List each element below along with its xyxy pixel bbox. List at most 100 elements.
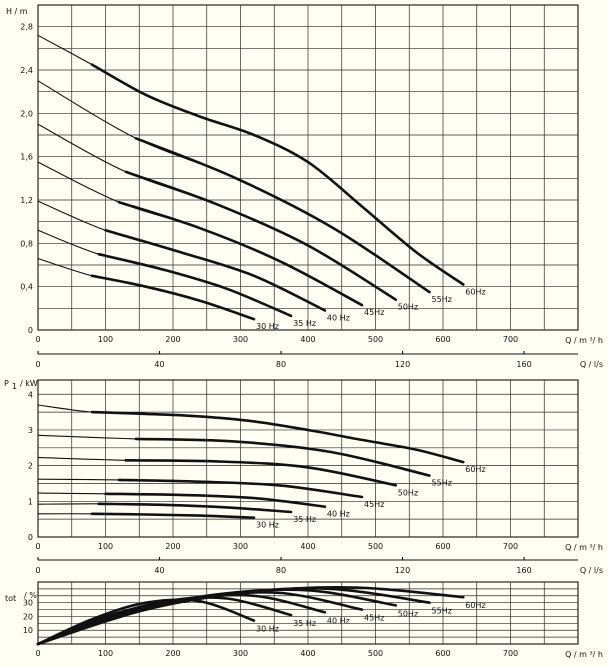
series-label: 60Hz	[465, 601, 485, 610]
x-tick-label: 300	[233, 542, 248, 551]
series-label: 35 Hz	[293, 515, 316, 524]
series-curve-40hz	[104, 229, 327, 312]
series-curve-55hz	[134, 137, 431, 294]
x-tick-label: 600	[435, 335, 450, 344]
series-label: 45Hz	[364, 614, 384, 623]
x-tick-label: 400	[300, 335, 315, 344]
y-tick-label: 4	[28, 390, 33, 399]
y-tick-label: 0	[28, 326, 33, 335]
y-axis-label: tot	[5, 594, 16, 603]
efficiency-curve-30hz	[36, 598, 256, 646]
series-label: 40 Hz	[327, 510, 350, 519]
x-tick-label: 0	[35, 542, 40, 551]
series-label: 55Hz	[432, 295, 452, 304]
y-tick-label: 1,2	[20, 196, 33, 205]
x-tick-label: 400	[300, 542, 315, 551]
series-curve-30hz	[90, 512, 256, 519]
x-tick-label: 200	[165, 542, 180, 551]
series-label: 60Hz	[465, 288, 485, 297]
y-tick-label: 30	[23, 599, 33, 608]
x-tick-label: 500	[368, 649, 383, 658]
x-tick-label: 700	[503, 649, 518, 658]
y-tick-label: 2,8	[20, 23, 33, 32]
y-tick-label: 2,4	[20, 66, 33, 75]
efficiency-curve-60hz	[36, 585, 465, 646]
x-tick-label: 600	[435, 542, 450, 551]
x-tick-label: 700	[503, 335, 518, 344]
chart-panel-3	[36, 581, 579, 646]
series-lead-45hz	[37, 161, 363, 306]
series-label: 55Hz	[432, 479, 452, 488]
x-tick-label: 100	[98, 649, 113, 658]
series-curve-35hz	[97, 502, 293, 514]
x-axis-label: Q / m ³/ h	[565, 650, 603, 659]
y-tick-label: 3	[28, 426, 33, 435]
x-axis-label: Q / m ³/ h	[565, 543, 603, 552]
y-tick-label: 10	[23, 626, 33, 635]
x-tick-label: 200	[165, 649, 180, 658]
secondary-x-tick-label: 0	[35, 360, 40, 369]
series-label: 55Hz	[432, 607, 452, 616]
y-tick-label: 0	[28, 533, 33, 542]
secondary-x-tick-label: 160	[516, 566, 531, 575]
x-tick-label: 300	[233, 649, 248, 658]
series-label: 30 Hz	[256, 521, 279, 530]
y-tick-label: 20	[23, 612, 33, 621]
y-tick-label: 0,4	[20, 283, 33, 292]
series-lead-40hz	[37, 200, 326, 312]
series-curve-40hz	[104, 492, 327, 508]
x-tick-label: 300	[233, 335, 248, 344]
series-lead-55hz	[37, 80, 431, 293]
x-tick-label: 500	[368, 542, 383, 551]
chart-panel-2	[37, 379, 579, 561]
series-label: 35 Hz	[293, 619, 316, 628]
x-tick-label: 0	[35, 335, 40, 344]
chart-panel-1	[37, 4, 579, 355]
series-curve-30hz	[90, 274, 256, 321]
y-tick-label: 1	[28, 497, 33, 506]
x-tick-label: 100	[98, 335, 113, 344]
series-label: 50Hz	[398, 303, 418, 312]
series-label: 50Hz	[398, 609, 418, 618]
series-label: 40 Hz	[327, 616, 350, 625]
series-curve-50hz	[124, 459, 398, 487]
series-label: 40 Hz	[327, 314, 350, 323]
series-lead-30hz	[37, 257, 255, 320]
series-label: 30 Hz	[256, 625, 279, 634]
series-curve-60hz	[90, 410, 465, 464]
series-label: 35 Hz	[293, 319, 316, 328]
secondary-x-tick-label: 0	[35, 566, 40, 575]
secondary-x-tick-label: 80	[276, 566, 286, 575]
secondary-x-axis-label: Q / l/s	[580, 360, 603, 369]
x-tick-label: 200	[165, 335, 180, 344]
secondary-x-tick-label: 120	[395, 360, 410, 369]
x-tick-label: 600	[435, 649, 450, 658]
y-axis-label-unit: / %	[24, 591, 37, 600]
y-tick-label: 2	[28, 462, 33, 471]
secondary-x-tick-label: 160	[516, 360, 531, 369]
series-label: 60Hz	[465, 465, 485, 474]
series-curve-50hz	[124, 170, 398, 301]
series-curve-35hz	[97, 252, 293, 318]
secondary-x-tick-label: 40	[154, 360, 164, 369]
y-axis-label-subscript: 1	[12, 382, 17, 391]
series-label: 45Hz	[364, 500, 384, 509]
series-curve-45hz	[117, 200, 364, 307]
secondary-x-tick-label: 80	[276, 360, 286, 369]
y-axis-label-unit: / kW	[20, 379, 38, 388]
y-axis-label: P	[4, 379, 9, 388]
secondary-x-tick-label: 40	[154, 566, 164, 575]
y-axis-label: H / m	[6, 7, 28, 16]
series-label: 50Hz	[398, 488, 418, 497]
series-curve-60hz	[90, 63, 465, 286]
x-axis-label: Q / m ³/ h	[565, 336, 603, 345]
series-curve-55hz	[134, 437, 431, 477]
series-lead-50hz	[37, 123, 397, 301]
series-curve-45hz	[117, 478, 364, 499]
x-tick-label: 500	[368, 335, 383, 344]
series-label: 45Hz	[364, 308, 384, 317]
y-tick-label: 1,6	[20, 153, 33, 162]
secondary-x-tick-label: 120	[395, 566, 410, 575]
series-label: 30 Hz	[256, 322, 279, 331]
